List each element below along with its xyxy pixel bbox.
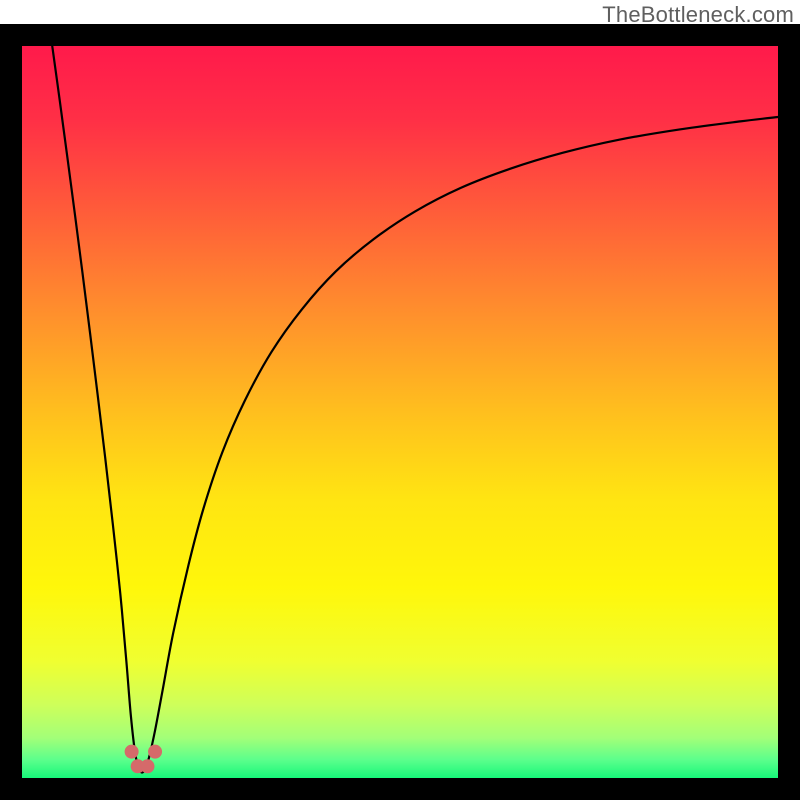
valley-marker bbox=[125, 745, 139, 759]
curve-line bbox=[52, 46, 778, 773]
valley-marker bbox=[148, 745, 162, 759]
bottleneck-curve bbox=[0, 0, 800, 800]
valley-marker bbox=[140, 759, 154, 773]
